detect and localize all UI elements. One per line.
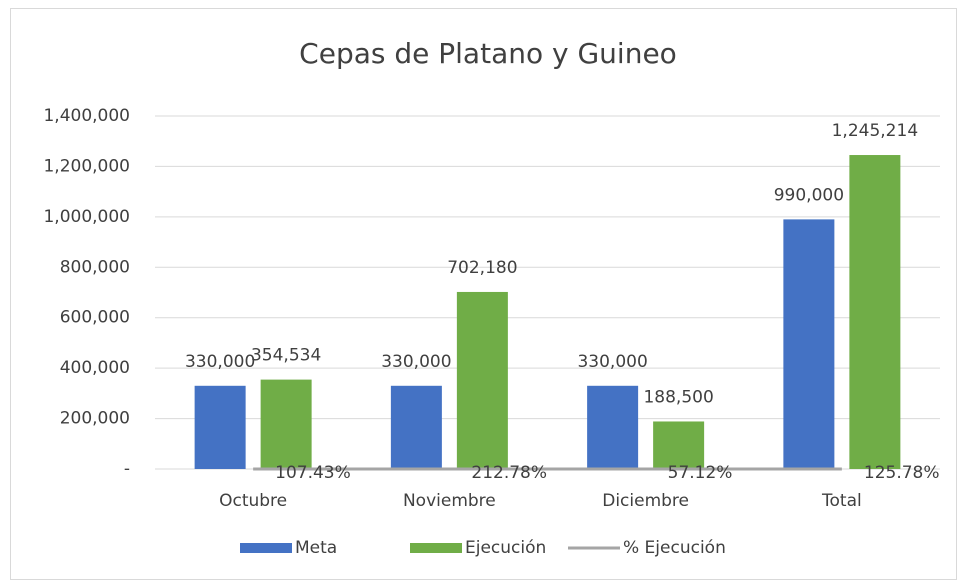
y-tick-label: 1,400,000: [43, 106, 130, 126]
line-label: 212.78%: [471, 463, 547, 483]
bar-label: 330,000: [185, 352, 255, 372]
line-label: 125.78%: [864, 463, 940, 483]
bar: [456, 291, 508, 469]
bar: [194, 385, 246, 469]
bar: [783, 219, 835, 469]
line-label: 107.43%: [275, 463, 351, 483]
legend-swatch: [240, 543, 292, 553]
bar-label: 702,180: [447, 258, 517, 278]
x-tick-label: Total: [821, 491, 862, 511]
legend-swatch: [410, 543, 462, 553]
bar: [653, 421, 705, 469]
bar-label: 188,500: [643, 387, 713, 407]
y-tick-label: 200,000: [60, 409, 130, 429]
bar-label: 330,000: [577, 352, 647, 372]
legend-label: Ejecución: [465, 538, 546, 558]
x-tick-label: Noviembre: [403, 491, 496, 511]
bar: [390, 385, 442, 469]
y-tick-label: 1,000,000: [43, 207, 130, 227]
bar-label: 990,000: [774, 185, 844, 205]
legend-label: Meta: [295, 538, 337, 558]
y-tick-label: 1,200,000: [43, 156, 130, 176]
y-tick-label: -: [124, 459, 130, 479]
bar: [587, 385, 639, 469]
bar: [849, 155, 901, 469]
bar-label: 330,000: [381, 352, 451, 372]
x-tick-label: Diciembre: [602, 491, 689, 511]
bar: [260, 379, 312, 469]
bar-label: 354,534: [251, 346, 321, 366]
y-tick-label: 800,000: [60, 257, 130, 277]
legend-label: % Ejecución: [623, 538, 726, 558]
x-tick-label: Octubre: [219, 491, 287, 511]
y-tick-label: 400,000: [60, 358, 130, 378]
chart-title: Cepas de Platano y Guineo: [299, 37, 677, 70]
line-label: 57.12%: [668, 463, 733, 483]
y-tick-label: 600,000: [60, 308, 130, 328]
bar-label: 1,245,214: [832, 121, 919, 141]
